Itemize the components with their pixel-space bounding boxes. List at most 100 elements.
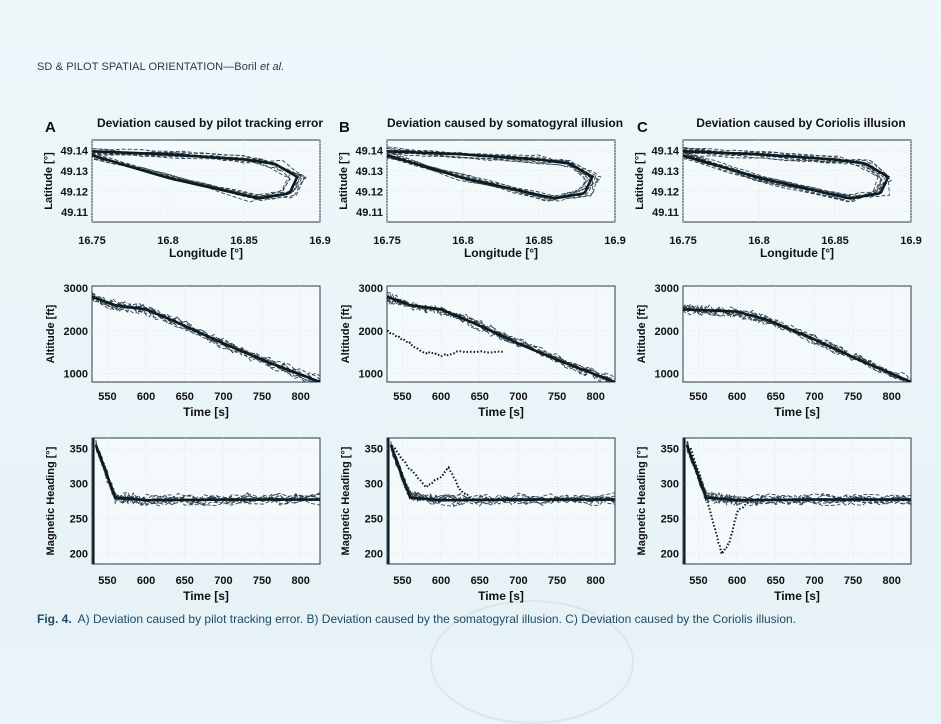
trace-line — [683, 148, 893, 198]
x-tick-label: 650 — [471, 391, 489, 403]
chart-a-altitude: 550 600 650 700 750 800 1000 2000 3000 Time [s] Al… — [45, 283, 321, 419]
trace-line — [92, 151, 307, 199]
y-tick-label: 49.13 — [60, 166, 88, 178]
trace-line — [92, 148, 291, 197]
y-tick-label: 1000 — [359, 368, 383, 380]
y-tick-label: 1000 — [655, 368, 679, 380]
chart-title: Deviation caused by somatogyral illusion — [387, 116, 623, 130]
x-tick-label: 800 — [882, 575, 900, 587]
x-axis-label: Longitude [°] — [169, 246, 243, 260]
illusion-line — [387, 329, 503, 358]
y-tick-label: 49.14 — [60, 145, 88, 157]
y-tick-label: 250 — [70, 514, 88, 526]
x-tick-label: 650 — [767, 391, 785, 403]
y-axis-label: Altitude [ft] — [340, 304, 352, 363]
series-group — [683, 146, 893, 203]
x-tick-label: 16.75 — [373, 235, 401, 247]
chart-title: Deviation caused by Coriolis illusion — [696, 116, 905, 130]
y-tick-label: 200 — [365, 549, 383, 561]
x-tick-label: 750 — [548, 391, 566, 403]
chart-a-heading: 550 600 650 700 750 800 200 250 300 350 Time [s] Ma… — [45, 437, 321, 603]
x-tick-label: 800 — [291, 575, 309, 587]
trace-line — [390, 445, 615, 506]
y-tick-label: 49.12 — [355, 186, 383, 198]
mean-line — [685, 444, 911, 502]
x-tick-label: 550 — [689, 575, 707, 587]
x-tick-label: 700 — [214, 575, 232, 587]
y-tick-label: 2000 — [64, 326, 88, 338]
y-tick-label: 350 — [70, 444, 88, 456]
chart-c-altitude: 550 600 650 700 750 800 1000 2000 3000 Time [s] Al… — [636, 283, 912, 419]
chart-c-heading: 550 600 650 700 750 800 200 250 300 350 Time [s] Ma… — [636, 437, 912, 603]
x-axis-label: Longitude [°] — [760, 246, 834, 260]
mean-line — [94, 444, 320, 502]
x-tick-label: 550 — [98, 391, 116, 403]
series-group — [683, 303, 911, 382]
x-tick-label: 800 — [586, 575, 604, 587]
y-tick-label: 200 — [661, 549, 679, 561]
x-tick-label: 700 — [509, 575, 527, 587]
series-group — [92, 438, 320, 564]
x-tick-label: 600 — [728, 575, 746, 587]
x-tick-label: 16.75 — [78, 235, 106, 247]
x-tick-label: 16.85 — [230, 235, 258, 247]
x-tick-label: 600 — [137, 391, 155, 403]
x-axis-label: Time [s] — [478, 405, 524, 419]
y-tick-label: 300 — [365, 479, 383, 491]
series-group — [387, 291, 615, 382]
panel-letter-b: B — [339, 119, 350, 136]
x-tick-label: 800 — [291, 391, 309, 403]
mean-line — [683, 308, 911, 382]
y-tick-label: 2000 — [655, 326, 679, 338]
mean-line — [92, 295, 320, 382]
y-tick-label: 2000 — [359, 326, 383, 338]
x-tick-label: 650 — [176, 391, 194, 403]
y-tick-label: 49.13 — [651, 166, 679, 178]
y-tick-label: 49.14 — [355, 145, 383, 157]
y-tick-label: 200 — [70, 549, 88, 561]
trace-line — [683, 147, 888, 203]
x-tick-label: 800 — [882, 391, 900, 403]
x-tick-label: 16.75 — [669, 235, 697, 247]
x-axis-label: Time [s] — [183, 405, 229, 419]
figure-caption: Fig. 4. A) Deviation caused by pilot trac… — [37, 612, 796, 626]
mean-line — [387, 150, 594, 200]
y-axis-label: Magnetic Heading [°] — [340, 446, 352, 555]
x-axis-label: Time [s] — [774, 589, 820, 603]
y-tick-label: 49.11 — [356, 207, 383, 219]
y-tick-label: 3000 — [359, 283, 383, 295]
trace-line — [95, 442, 320, 506]
trace-line — [683, 303, 909, 382]
trace-line — [387, 150, 598, 199]
y-tick-label: 49.13 — [355, 166, 383, 178]
y-tick-label: 250 — [365, 514, 383, 526]
x-tick-label: 800 — [586, 391, 604, 403]
x-tick-label: 16.9 — [604, 235, 625, 247]
x-tick-label: 650 — [767, 575, 785, 587]
trace-line — [683, 307, 911, 382]
y-tick-label: 3000 — [655, 283, 679, 295]
x-tick-label: 700 — [805, 575, 823, 587]
series-group — [387, 438, 615, 564]
series-group — [387, 146, 602, 202]
x-axis-label: Time [s] — [774, 405, 820, 419]
chart-b-heading: 550 600 650 700 750 800 200 250 300 350 Time [s] Ma… — [340, 437, 616, 603]
illusion-line — [393, 447, 473, 501]
y-axis-label: Magnetic Heading [°] — [636, 446, 648, 555]
x-tick-label: 600 — [728, 391, 746, 403]
x-tick-label: 650 — [176, 575, 194, 587]
chart-c-latlon: 16.75 16.8 16.85 16.9 49.11 49.12 49.13 49.14 Lo… — [634, 116, 922, 260]
x-tick-label: 750 — [253, 391, 271, 403]
x-tick-label: 750 — [253, 575, 271, 587]
trace-line — [387, 147, 591, 198]
x-tick-label: 16.85 — [525, 235, 553, 247]
chart-b-altitude: 550 600 650 700 750 800 1000 2000 3000 Time [s] Al… — [340, 283, 616, 419]
chart-a-latlon: 16.75 16.8 16.85 16.9 49.11 49.12 49.13 49.14 Lo… — [43, 116, 331, 260]
trace-line — [387, 153, 585, 202]
x-tick-label: 550 — [393, 575, 411, 587]
y-tick-label: 250 — [661, 514, 679, 526]
y-axis-label: Latitude [°] — [43, 152, 55, 210]
x-tick-label: 16.9 — [900, 235, 921, 247]
y-tick-label: 350 — [661, 444, 679, 456]
mean-line — [92, 150, 299, 200]
